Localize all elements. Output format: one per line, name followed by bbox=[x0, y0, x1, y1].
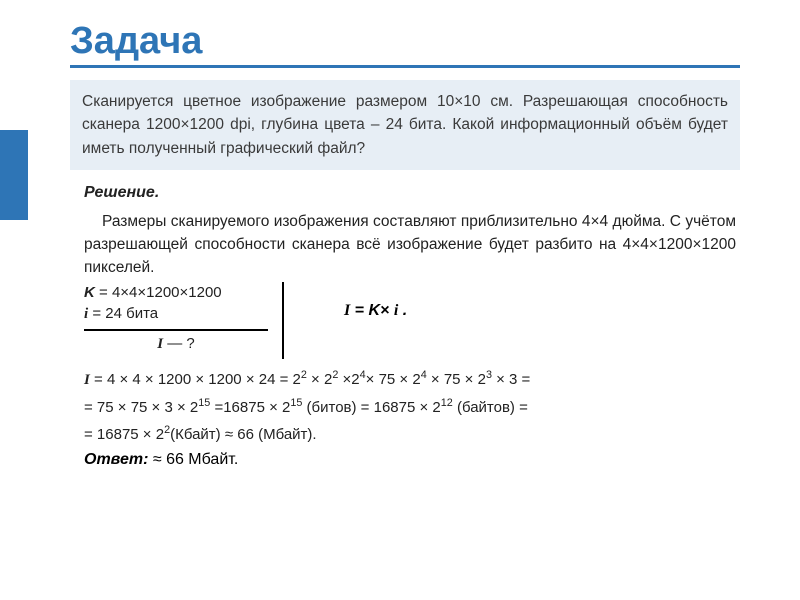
slide-title: Задача bbox=[70, 20, 740, 63]
given-i: i = 24 бита bbox=[84, 305, 268, 323]
var-I-value: — ? bbox=[167, 335, 195, 352]
solution-block: Решение. Размеры сканируемого изображени… bbox=[70, 184, 740, 469]
accent-bar bbox=[0, 130, 28, 220]
calc-line-2: = 75 × 75 × 3 × 215 =16875 × 215 (битов)… bbox=[84, 397, 736, 418]
given-left: K = 4×4×1200×1200 i = 24 бита I — ? bbox=[84, 282, 284, 359]
answer-label: Ответ: bbox=[84, 451, 148, 468]
title-container: Задача bbox=[70, 20, 740, 68]
var-i-label: i bbox=[84, 306, 88, 322]
var-k-value: = 4×4×1200×1200 bbox=[99, 284, 222, 301]
solution-heading: Решение. bbox=[84, 184, 736, 202]
slide-content: Задача Сканируется цветное изображение р… bbox=[0, 0, 800, 489]
solution-text: Размеры сканируемого изображения составл… bbox=[84, 210, 736, 280]
calc-line-3: = 16875 × 22(Кбайт) ≈ 66 (Мбайт). bbox=[84, 424, 736, 445]
given-block: K = 4×4×1200×1200 i = 24 бита I — ? I = … bbox=[84, 282, 736, 359]
var-i-value: = 24 бита bbox=[92, 305, 158, 322]
calc-line-1: I = 4 × 4 × 1200 × 1200 × 24 = 22 × 22 ×… bbox=[84, 369, 736, 391]
problem-statement: Сканируется цветное изображение размером… bbox=[70, 80, 740, 170]
var-k-label: K bbox=[84, 284, 95, 301]
var-I-label: I bbox=[157, 336, 163, 352]
given-k: K = 4×4×1200×1200 bbox=[84, 284, 268, 301]
formula: I = K× i . bbox=[284, 282, 407, 320]
answer-value: ≈ 66 Мбайт. bbox=[148, 451, 238, 468]
given-find: I — ? bbox=[84, 329, 268, 353]
answer-line: Ответ: ≈ 66 Мбайт. bbox=[84, 451, 736, 469]
